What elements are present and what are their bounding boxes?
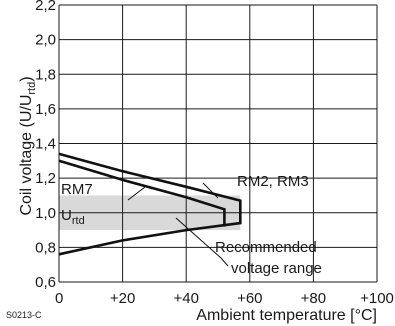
y-tick-label-2: 1,0: [35, 205, 56, 222]
x-tick-label-3: +60: [237, 290, 262, 307]
x-tick-label-5: +100: [360, 290, 394, 307]
leader-line-rm7: [127, 186, 146, 201]
x-tick-label-2: +40: [173, 290, 198, 307]
y-tick-label-5: 1,6: [35, 101, 56, 118]
y-axis-title-close: ): [18, 76, 35, 81]
y-axis-title-subscript: rtd: [26, 82, 38, 95]
y-tick-label-3: 1,2: [35, 170, 56, 187]
curve-layer: [58, 152, 242, 256]
y-tick-label-8: 2,2: [35, 0, 56, 14]
rm2-rm3-label: RM2, RM3: [237, 173, 309, 190]
y-tick-label-7: 2,0: [35, 32, 56, 49]
x-tick-label-4: +80: [301, 290, 326, 307]
y-axis-title-main: Coil voltage (U/U: [18, 95, 35, 216]
y-tick-label-0: 0,6: [35, 274, 56, 291]
series-curve-rm7: [58, 159, 226, 227]
recommended-label-line2: voltage range: [231, 260, 322, 277]
series-curve-rm2-rm3: [58, 152, 242, 256]
x-tick-label-0: 0: [55, 290, 63, 307]
leader-line-recommended: [175, 217, 229, 267]
urtd-label-main: U: [61, 207, 72, 224]
leader-layer: [127, 182, 229, 267]
recommended-label-line1: Recommended: [215, 239, 317, 256]
figure-code: S0213-C: [6, 310, 42, 320]
urtd-label-subscript: rtd: [72, 215, 85, 227]
y-tick-label-4: 1,4: [35, 136, 56, 153]
urtd-label: Urtd: [61, 207, 85, 227]
y-tick-label-6: 1,8: [35, 66, 56, 83]
grid-layer: [58, 4, 378, 283]
x-tick-label-1: +20: [110, 290, 135, 307]
y-axis-title: Coil voltage (U/Urtd): [18, 76, 38, 215]
y-tick-label-1: 0,8: [35, 239, 56, 256]
tick-label-layer: 0 +20 +40 +60 +80 +100 0,6 0,8 1,0 1,2 1,4 1,6 1,8 2,…: [35, 0, 394, 307]
leader-line-rm2: [202, 182, 219, 199]
x-axis-title: Ambient temperature [°C]: [196, 307, 377, 324]
rm7-label: RM7: [61, 181, 93, 198]
